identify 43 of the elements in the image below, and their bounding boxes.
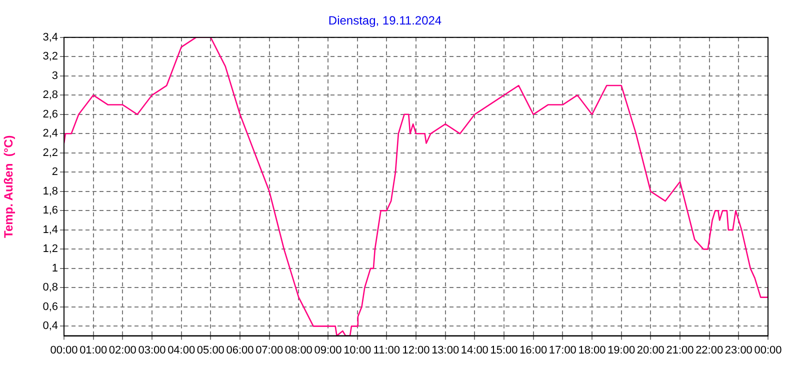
chart-title: Dienstag, 19.11.2024 [328, 14, 442, 28]
y-tick-label: 0,6 [42, 300, 58, 313]
y-tick-label: 1,2 [42, 243, 58, 256]
x-tick-label: 01:00 [80, 344, 108, 356]
x-tick-label: 02:00 [108, 344, 136, 356]
y-tick-label: 0,4 [42, 320, 58, 332]
x-tick-label: 11:00 [373, 344, 400, 356]
x-tick-label: 00:00 [754, 344, 782, 356]
x-tick-label: 13:00 [432, 344, 460, 356]
x-tick-label: 16:00 [520, 344, 548, 356]
x-tick-label: 22:00 [696, 344, 724, 356]
x-tick-label: 14:00 [460, 344, 488, 356]
x-tick-label: 09:00 [314, 344, 342, 356]
y-tick-label: 1 [52, 262, 58, 274]
x-tick-label: 06:00 [226, 344, 254, 356]
x-tick-label: 21:00 [666, 344, 694, 356]
x-tick-label: 19:00 [608, 344, 636, 356]
y-tick-label: 1,6 [42, 204, 58, 217]
x-tick-label: 08:00 [284, 344, 312, 356]
y-tick-label: 3 [52, 70, 58, 82]
x-tick-label: 17:00 [548, 344, 576, 356]
x-tick-label: 03:00 [138, 344, 166, 356]
y-tick-label: 2,6 [42, 108, 58, 120]
y-tick-label: 2 [52, 166, 58, 178]
y-tick-label: 3,4 [42, 31, 58, 44]
x-tick-label: 00:00 [50, 344, 78, 356]
x-tick-label: 23:00 [724, 344, 752, 356]
y-tick-label: 2,8 [42, 89, 58, 102]
x-tick-label: 12:00 [402, 344, 430, 356]
y-tick-label: 1,8 [42, 185, 58, 198]
y-tick-label: 2,2 [42, 146, 58, 159]
x-tick-label: 07:00 [256, 344, 284, 356]
y-tick-label: 2,4 [42, 128, 58, 140]
x-tick-label: 05:00 [196, 344, 224, 356]
x-tick-label: 20:00 [636, 344, 664, 356]
y-tick-label: 0,8 [42, 282, 58, 294]
y-axis-title: Temp. Außen (°C) [2, 135, 16, 238]
x-tick-label: 18:00 [578, 344, 606, 356]
x-tick-label: 15:00 [490, 344, 518, 356]
x-tick-label: 10:00 [344, 344, 372, 356]
y-tick-label: 3,2 [42, 50, 58, 63]
y-tick-label: 1,4 [42, 224, 58, 236]
x-tick-label: 04:00 [168, 344, 196, 356]
